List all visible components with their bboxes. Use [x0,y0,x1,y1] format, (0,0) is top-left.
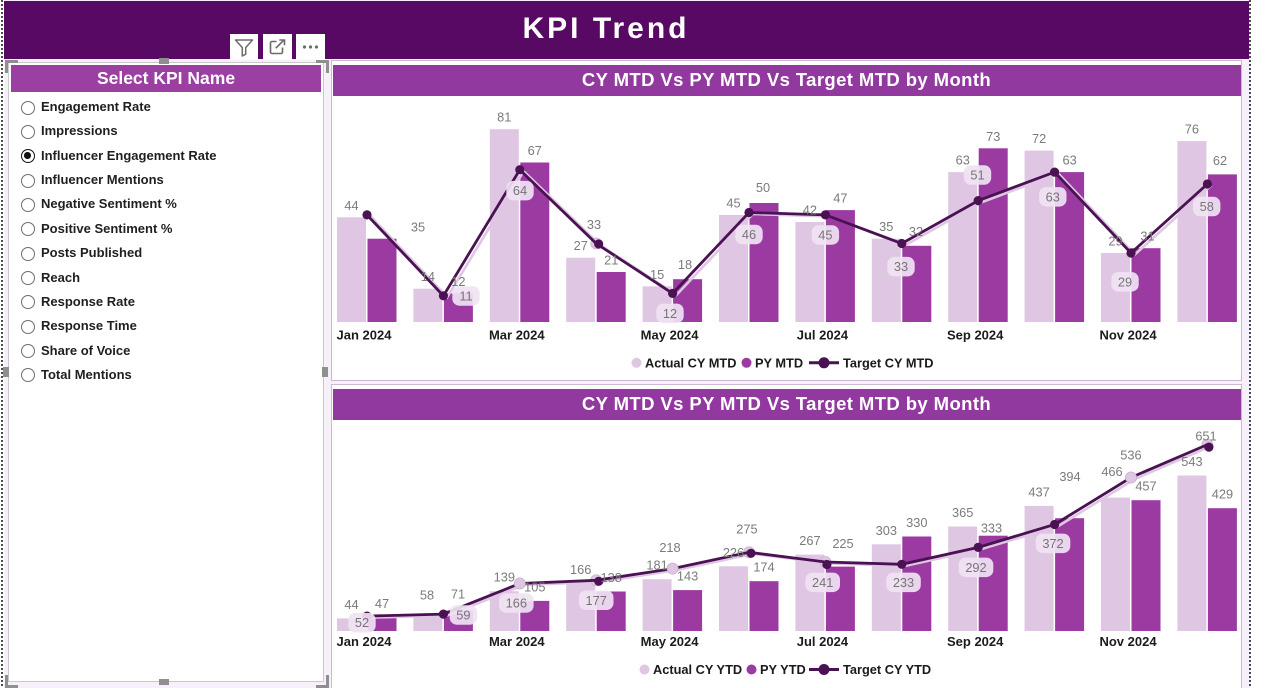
svg-text:394: 394 [1059,469,1080,484]
svg-text:62: 62 [1213,153,1227,168]
svg-text:33: 33 [587,217,601,232]
svg-text:Nov 2024: Nov 2024 [1099,328,1157,343]
svg-text:18: 18 [678,257,692,272]
svg-text:536: 536 [1120,448,1141,463]
svg-text:45: 45 [818,227,832,242]
svg-text:47: 47 [833,191,847,206]
svg-text:50: 50 [756,180,770,195]
svg-text:241: 241 [812,575,833,590]
svg-text:73: 73 [986,129,1000,144]
svg-text:166: 166 [570,562,591,577]
svg-text:PY YTD: PY YTD [760,662,806,677]
svg-text:29: 29 [1118,274,1132,289]
svg-text:Sep 2024: Sep 2024 [947,634,1004,649]
svg-text:543: 543 [1181,454,1202,469]
svg-text:29: 29 [1108,234,1122,249]
svg-text:52: 52 [355,615,369,630]
svg-text:372: 372 [1042,536,1063,551]
svg-text:Jul 2024: Jul 2024 [797,328,849,343]
svg-text:429: 429 [1212,487,1233,502]
svg-text:81: 81 [497,110,511,125]
svg-text:71: 71 [451,587,465,602]
svg-text:139: 139 [494,570,515,585]
svg-text:303: 303 [876,523,897,538]
svg-text:44: 44 [344,597,358,612]
svg-text:PY MTD: PY MTD [755,355,803,370]
svg-text:292: 292 [965,560,986,575]
svg-text:63: 63 [956,153,970,168]
svg-text:31: 31 [1140,229,1154,244]
svg-text:466: 466 [1101,464,1122,479]
svg-text:59: 59 [456,608,470,623]
svg-text:35: 35 [411,220,425,235]
svg-text:Jan 2024: Jan 2024 [337,328,393,343]
svg-text:58: 58 [1200,199,1214,214]
svg-text:33: 33 [894,259,908,274]
svg-text:May 2024: May 2024 [641,328,700,343]
svg-text:Target CY MTD: Target CY MTD [843,355,934,370]
svg-text:Mar 2024: Mar 2024 [489,328,545,343]
svg-text:Target CY YTD: Target CY YTD [843,662,931,677]
svg-text:42: 42 [803,203,817,218]
svg-text:365: 365 [952,505,973,520]
svg-text:275: 275 [736,521,757,536]
svg-text:330: 330 [906,515,927,530]
svg-text:333: 333 [981,521,1002,536]
svg-text:67: 67 [528,143,542,158]
svg-text:72: 72 [1032,131,1046,146]
svg-text:Mar 2024: Mar 2024 [489,634,545,649]
svg-text:457: 457 [1135,479,1156,494]
svg-text:58: 58 [420,588,434,603]
svg-text:Actual CY YTD: Actual CY YTD [653,662,742,677]
svg-text:15: 15 [650,267,664,282]
svg-text:63: 63 [1062,153,1076,168]
svg-text:651: 651 [1195,428,1216,443]
svg-text:12: 12 [451,274,465,289]
svg-text:63: 63 [1046,189,1060,204]
svg-text:Actual CY MTD: Actual CY MTD [645,355,736,370]
svg-text:143: 143 [677,569,698,584]
svg-text:44: 44 [344,198,358,213]
svg-text:174: 174 [753,560,774,575]
svg-text:226: 226 [723,545,744,560]
svg-text:32: 32 [909,224,923,239]
svg-text:177: 177 [586,593,607,608]
svg-text:Jul 2024: Jul 2024 [797,634,849,649]
svg-text:267: 267 [799,533,820,548]
svg-text:27: 27 [574,238,588,253]
svg-text:181: 181 [646,558,667,573]
svg-text:12: 12 [663,306,677,321]
svg-text:Sep 2024: Sep 2024 [947,328,1004,343]
svg-text:64: 64 [513,183,527,198]
svg-text:46: 46 [742,227,756,242]
svg-text:Jan 2024: Jan 2024 [337,634,393,649]
svg-text:Nov 2024: Nov 2024 [1099,634,1157,649]
svg-text:May 2024: May 2024 [641,634,700,649]
svg-text:47: 47 [375,596,389,611]
svg-text:166: 166 [506,596,527,611]
svg-text:105: 105 [524,579,545,594]
svg-text:437: 437 [1028,484,1049,499]
svg-text:233: 233 [893,575,914,590]
svg-text:218: 218 [659,540,680,555]
svg-text:225: 225 [832,536,853,551]
svg-text:11: 11 [459,289,472,304]
svg-text:45: 45 [726,195,740,210]
svg-text:138: 138 [601,570,622,585]
svg-text:76: 76 [1185,122,1199,137]
svg-text:35: 35 [879,219,893,234]
svg-text:21: 21 [604,253,618,268]
svg-text:14: 14 [421,269,435,284]
svg-text:51: 51 [970,168,984,183]
